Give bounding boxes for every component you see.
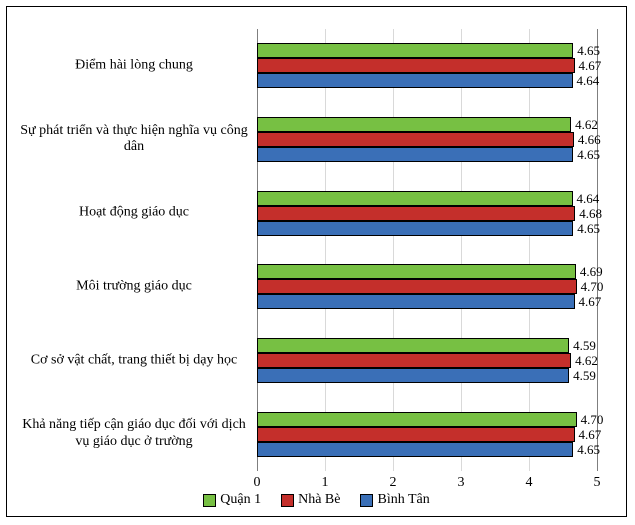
bar-binhtan	[257, 73, 573, 88]
category-label: Hoạt động giáo dục	[19, 205, 249, 222]
legend-item-quan1: Quận 1	[203, 492, 261, 508]
bar-value-label: 4.70	[581, 279, 604, 294]
bar-quan1	[257, 117, 571, 132]
category-label: Môi trường giáo dục	[19, 278, 249, 295]
category-label: Khả năng tiếp cận giáo dục đối với dịch …	[19, 417, 249, 451]
bar-group: 4.704.674.65	[257, 412, 597, 457]
x-tick-label: 1	[322, 475, 329, 491]
bar-value-label: 4.67	[579, 427, 602, 442]
legend-label: Nhà Bè	[298, 492, 340, 507]
bar-group: 4.624.664.65	[257, 117, 597, 162]
legend-item-binhtan: Bình Tân	[360, 492, 429, 508]
bar-binhtan	[257, 147, 573, 162]
plot-area: 4.654.674.64 4.624.664.65 4.644.684.65 4.69…	[257, 29, 597, 471]
bar-group: 4.594.624.59	[257, 338, 597, 383]
gridline	[461, 29, 462, 471]
bar-value-label: 4.59	[573, 338, 596, 353]
gridline	[393, 29, 394, 471]
category-label: Điểm hài lòng chung	[19, 57, 249, 74]
bar-group: 4.694.704.67	[257, 264, 597, 309]
bar-value-label: 4.67	[579, 58, 602, 73]
bar-quan1	[257, 412, 577, 427]
legend-swatch	[281, 494, 294, 507]
legend-label: Bình Tân	[377, 492, 429, 507]
gridline	[529, 29, 530, 471]
x-tick-label: 0	[254, 475, 261, 491]
x-tick-label: 2	[390, 475, 397, 491]
bar-value-label: 4.62	[575, 353, 598, 368]
bar-binhtan	[257, 294, 575, 309]
chart-frame: 4.654.674.644.624.664.654.644.684.654.69…	[6, 6, 627, 517]
bar-value-label: 4.69	[580, 264, 603, 279]
gridline	[597, 29, 598, 471]
x-tick-label: 5	[594, 475, 601, 491]
bar-quan1	[257, 264, 576, 279]
bar-value-label: 4.67	[579, 294, 602, 309]
category-label: Sự phát triển và thực hiện nghĩa vụ công…	[19, 123, 249, 157]
bar-value-label: 4.65	[577, 442, 600, 457]
bar-value-label: 4.70	[581, 412, 604, 427]
bar-binhtan	[257, 442, 573, 457]
legend: Quận 1 Nhà Bè Bình Tân	[7, 492, 626, 512]
bar-value-label: 4.64	[577, 73, 600, 88]
gridline	[257, 29, 258, 471]
bar-nhabe	[257, 353, 571, 368]
gridline	[325, 29, 326, 471]
bar-value-label: 4.59	[573, 368, 596, 383]
bar-nhabe	[257, 279, 577, 294]
bar-group: 4.644.684.65	[257, 191, 597, 236]
bar-binhtan	[257, 368, 569, 383]
legend-swatch	[203, 494, 216, 507]
category-label: Cơ sở vật chất, trang thiết bị dạy học	[19, 352, 249, 369]
bar-binhtan	[257, 221, 573, 236]
x-tick-label: 3	[458, 475, 465, 491]
bar-value-label: 4.64	[577, 191, 600, 206]
bar-group: 4.654.674.64	[257, 43, 597, 88]
bar-quan1	[257, 43, 573, 58]
bar-value-label: 4.65	[577, 43, 600, 58]
bar-value-label: 4.68	[579, 206, 602, 221]
bar-nhabe	[257, 132, 574, 147]
bar-nhabe	[257, 58, 575, 73]
bar-value-label: 4.62	[575, 117, 598, 132]
bar-quan1	[257, 191, 573, 206]
legend-swatch	[360, 494, 373, 507]
legend-item-nhabe: Nhà Bè	[281, 492, 340, 508]
bar-quan1	[257, 338, 569, 353]
legend-label: Quận 1	[220, 492, 261, 507]
bar-value-label: 4.65	[577, 221, 600, 236]
bar-value-label: 4.66	[578, 132, 601, 147]
x-tick-label: 4	[526, 475, 533, 491]
bar-nhabe	[257, 427, 575, 442]
bar-value-label: 4.65	[577, 147, 600, 162]
bar-nhabe	[257, 206, 575, 221]
